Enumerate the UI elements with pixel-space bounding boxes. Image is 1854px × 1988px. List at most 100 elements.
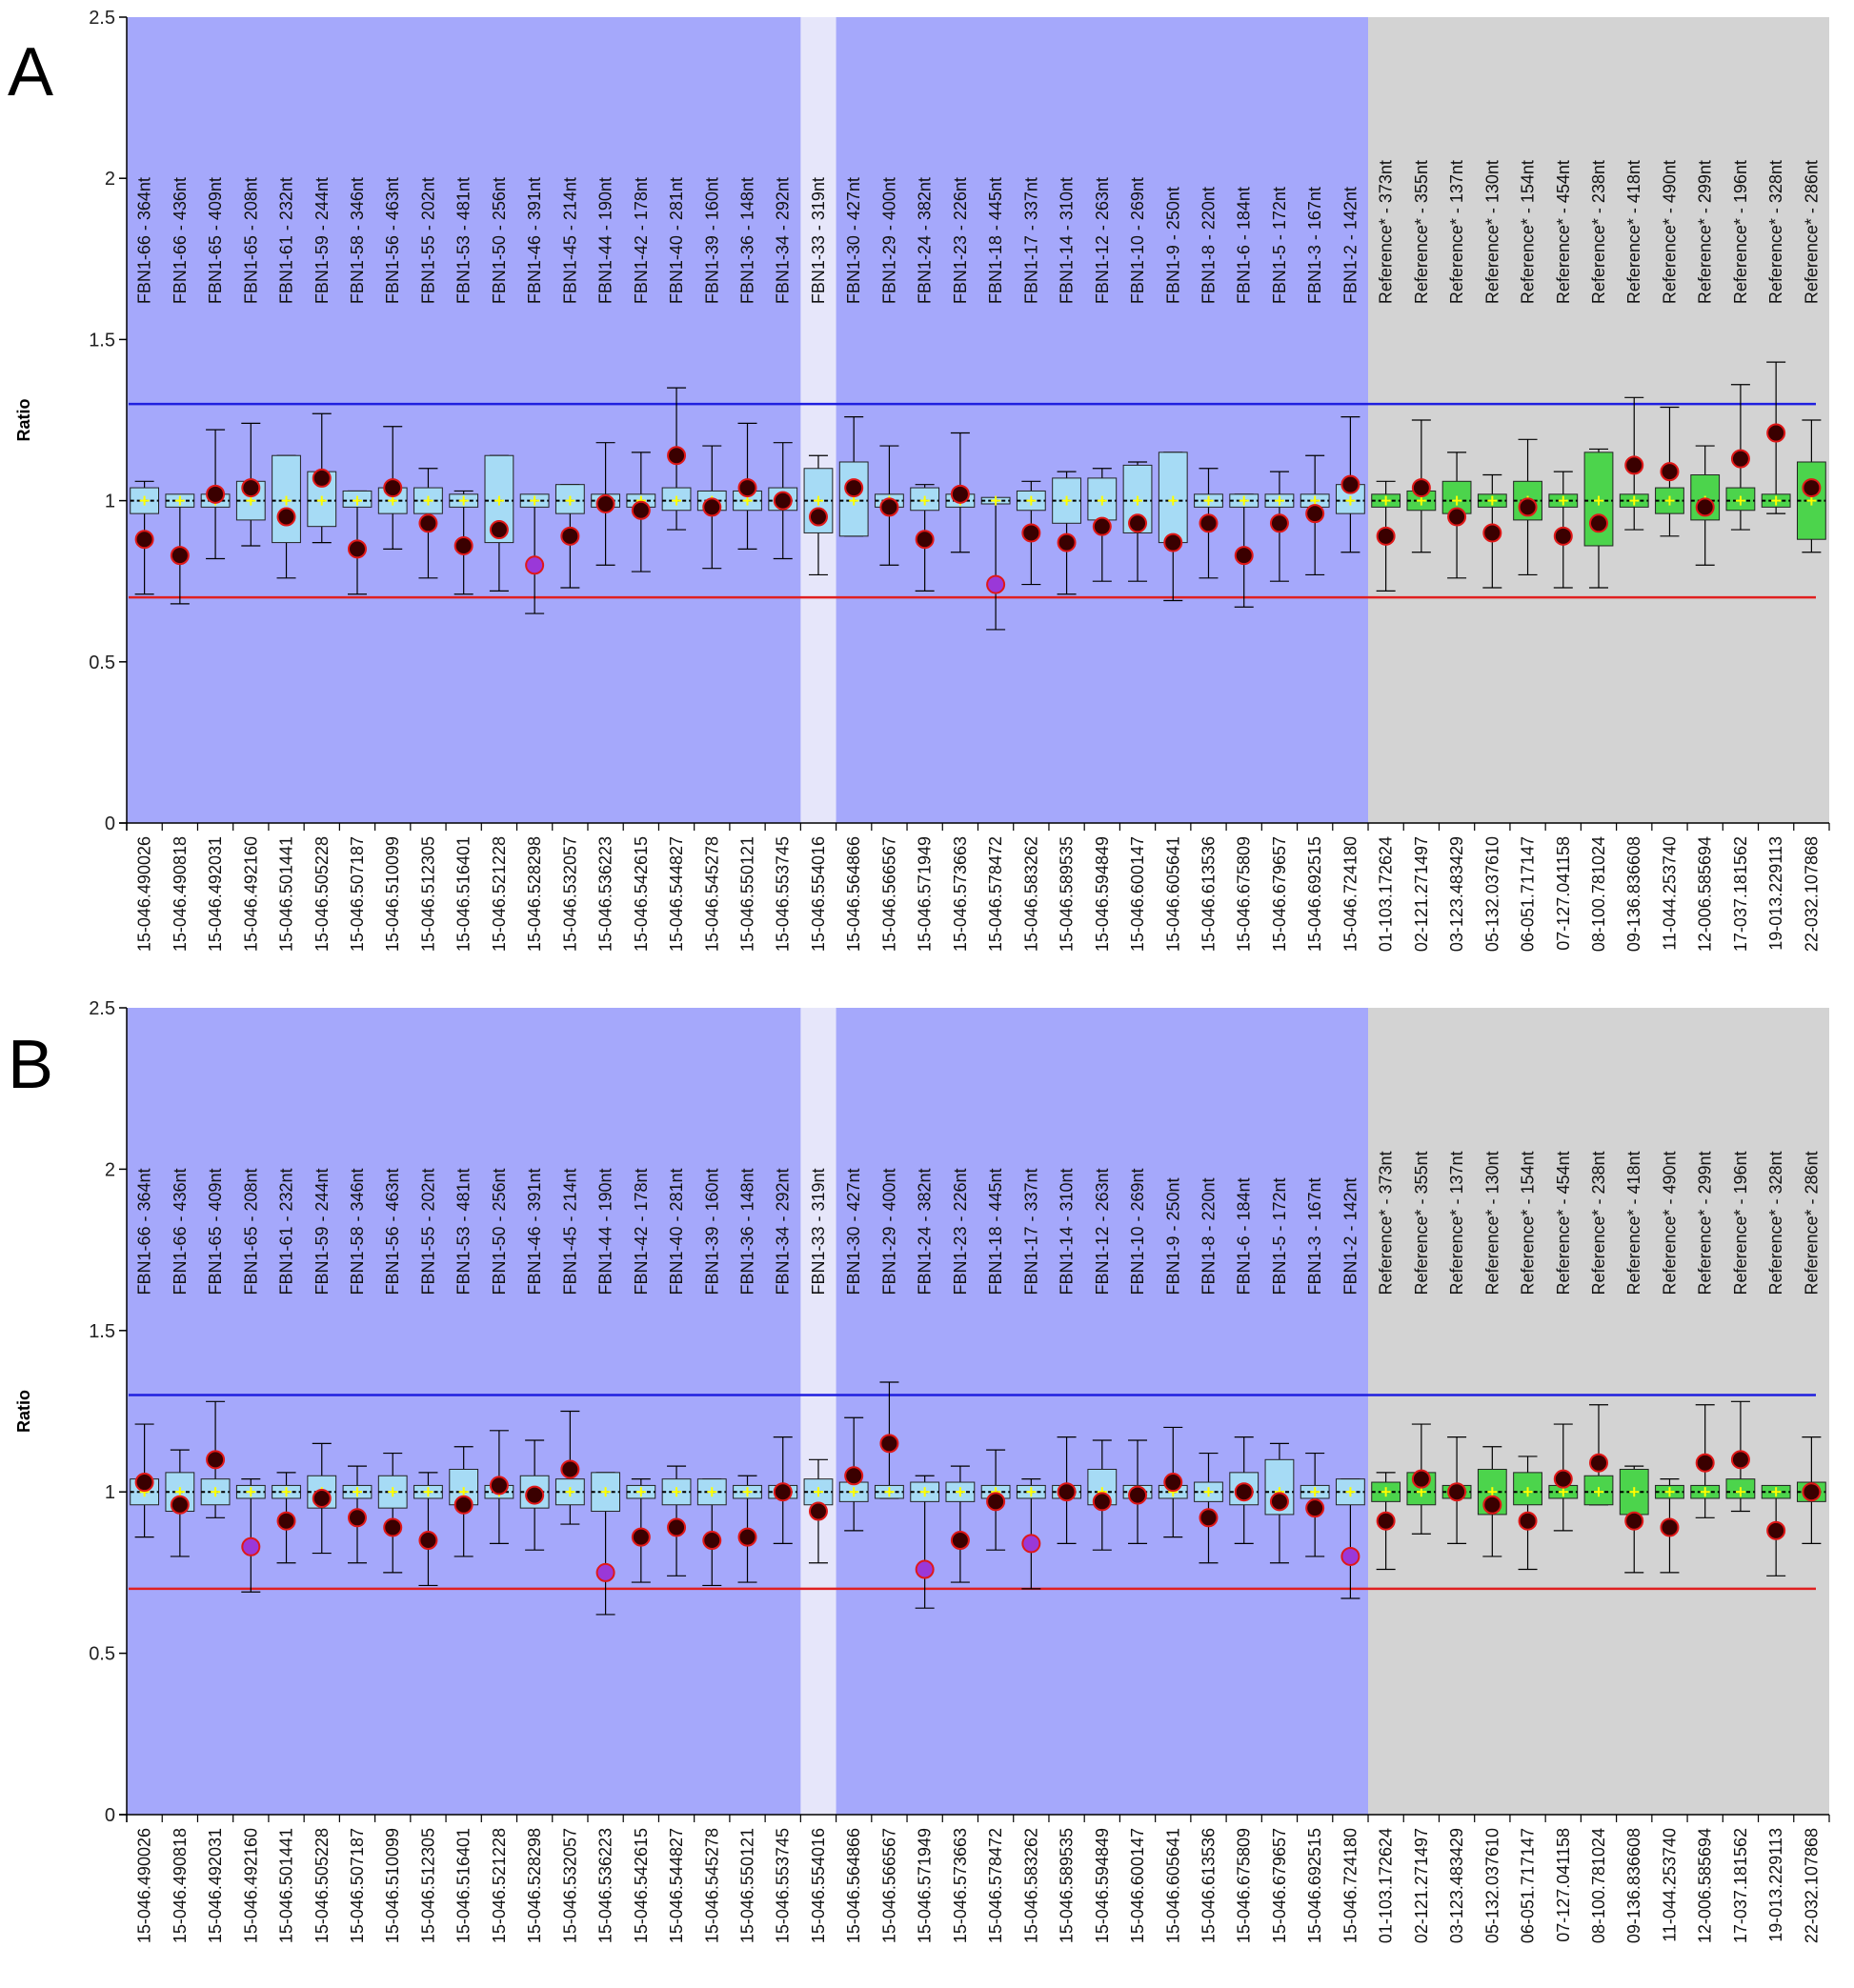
sample-label: 15-046.675809 bbox=[1235, 1828, 1254, 1943]
data-point bbox=[1589, 513, 1609, 533]
data-point bbox=[206, 1450, 226, 1470]
sample-label: 15-046.490026 bbox=[135, 836, 154, 952]
data-point bbox=[241, 478, 261, 498]
data-point bbox=[134, 530, 154, 550]
data-point bbox=[1376, 1511, 1396, 1531]
sample-label: 01-103.172624 bbox=[1377, 836, 1396, 952]
probe-label: FBN1-36 - 148nt bbox=[738, 1168, 757, 1295]
sample-label: 15-046.501441 bbox=[277, 1828, 296, 1943]
sample-label: 07-127.041158 bbox=[1554, 836, 1573, 951]
probe-label: FBN1-44 - 190nt bbox=[596, 1168, 615, 1295]
sample-label: 02-121.271497 bbox=[1412, 836, 1431, 952]
probe-label: FBN1-53 - 481nt bbox=[454, 177, 474, 304]
probe-label: FBN1-58 - 346nt bbox=[348, 177, 367, 304]
probe-label: Reference* - 286nt bbox=[1802, 160, 1821, 304]
data-point bbox=[1482, 1495, 1502, 1515]
sample-label: 15-046.578472 bbox=[986, 836, 1005, 952]
y-tick-label: 2.5 bbox=[89, 998, 115, 1019]
sample-label: 15-046.507187 bbox=[348, 1828, 367, 1943]
data-point bbox=[915, 530, 935, 550]
data-point bbox=[1269, 1492, 1289, 1512]
probe-label: FBN1-36 - 148nt bbox=[738, 177, 757, 304]
probe-label: Reference* - 137nt bbox=[1447, 160, 1466, 304]
probe-label: FBN1-8 - 220nt bbox=[1199, 187, 1218, 304]
sample-label: 11-044.253740 bbox=[1660, 1828, 1679, 1942]
panel-a: 0 0.5 1 1.5 2 2.5 Ratio A FBN1-66 - 364nt FBN1-66… bbox=[8, 8, 1830, 952]
data-point bbox=[1234, 546, 1254, 566]
sample-label: 15-046.536223 bbox=[596, 1828, 615, 1943]
data-point bbox=[453, 1495, 474, 1515]
data-point bbox=[276, 507, 296, 527]
sample-label: 15-046.613536 bbox=[1199, 836, 1218, 952]
probe-label: Reference* - 196nt bbox=[1731, 1151, 1750, 1295]
probe-label: FBN1-66 - 364nt bbox=[135, 177, 154, 304]
data-point bbox=[489, 520, 509, 540]
flagged-data-point bbox=[595, 1562, 615, 1582]
sample-label: 15-046.553745 bbox=[774, 836, 793, 952]
data-point bbox=[879, 497, 899, 517]
sample-label: 02-121.271497 bbox=[1412, 1828, 1431, 1943]
y-tick-label: 2.5 bbox=[89, 8, 115, 29]
data-point bbox=[1553, 526, 1573, 546]
data-point bbox=[1695, 497, 1715, 517]
sample-label: 15-046.512305 bbox=[418, 836, 437, 952]
sample-label: 15-046.679657 bbox=[1270, 1828, 1289, 1943]
data-point bbox=[1163, 532, 1183, 552]
panel-b: 0 0.5 1 1.5 2 2.5 Ratio B FBN1-66 - 364nt FBN1-66… bbox=[8, 998, 1830, 1943]
probe-label: FBN1-66 - 436nt bbox=[171, 177, 190, 304]
sample-label: 15-046.544827 bbox=[667, 836, 686, 952]
probe-label: FBN1-61 - 232nt bbox=[277, 177, 296, 304]
probe-label: Reference* - 328nt bbox=[1766, 1151, 1785, 1295]
probe-label: FBN1-65 - 409nt bbox=[206, 177, 225, 304]
probe-label: Reference* - 299nt bbox=[1696, 1151, 1715, 1295]
y-tick-label: 1.5 bbox=[89, 330, 115, 351]
sample-label: 15-046.505228 bbox=[312, 836, 332, 952]
data-point bbox=[1269, 513, 1289, 533]
sample-label: 19-013.229113 bbox=[1766, 1828, 1785, 1942]
data-point bbox=[1802, 1482, 1822, 1502]
probe-label: FBN1-45 - 214nt bbox=[560, 177, 579, 304]
probe-label: Reference* - 355nt bbox=[1412, 160, 1431, 304]
probe-label: FBN1-53 - 481nt bbox=[454, 1168, 474, 1295]
data-point bbox=[560, 1459, 580, 1479]
y-tick-label: 0.5 bbox=[89, 653, 115, 673]
y-tick-label: 2 bbox=[105, 169, 115, 190]
y-tick-label: 1 bbox=[105, 492, 115, 512]
probe-label: FBN1-24 - 382nt bbox=[916, 1168, 935, 1295]
sample-label: 15-046.594849 bbox=[1093, 1828, 1112, 1943]
probe-label: FBN1-55 - 202nt bbox=[418, 177, 437, 304]
probe-label: FBN1-14 - 310nt bbox=[1058, 177, 1077, 304]
probe-label: FBN1-66 - 364nt bbox=[135, 1168, 154, 1295]
data-point bbox=[1695, 1453, 1715, 1473]
probe-label: FBN1-30 - 427nt bbox=[844, 1168, 863, 1295]
probe-label: FBN1-65 - 208nt bbox=[241, 177, 260, 304]
data-point bbox=[1128, 513, 1148, 533]
probe-label: FBN1-29 - 400nt bbox=[879, 1168, 898, 1295]
sample-label: 15-046.675809 bbox=[1235, 836, 1254, 952]
sample-label: 15-046.554016 bbox=[809, 1828, 828, 1943]
data-point bbox=[1766, 1520, 1786, 1540]
data-point bbox=[667, 446, 687, 466]
highlighted-probe-column bbox=[800, 17, 836, 823]
probe-label: FBN1-55 - 202nt bbox=[418, 1168, 437, 1295]
probe-label: FBN1-17 - 337nt bbox=[1021, 177, 1040, 304]
y-tick-label: 0 bbox=[105, 1805, 115, 1826]
probe-label: FBN1-24 - 382nt bbox=[916, 177, 935, 304]
sample-label: 15-046.553745 bbox=[774, 1828, 793, 1943]
data-point bbox=[312, 1488, 332, 1508]
flagged-data-point bbox=[525, 555, 545, 575]
sample-label: 15-046.564866 bbox=[844, 1828, 863, 1943]
sample-label: 19-013.229113 bbox=[1766, 836, 1785, 951]
sample-label: 22-032.107868 bbox=[1802, 1828, 1821, 1943]
sample-label: 15-046.564866 bbox=[844, 836, 863, 952]
y-tick-label: 0 bbox=[105, 813, 115, 834]
sample-label: 15-046.679657 bbox=[1270, 836, 1289, 952]
sample-label: 15-046.554016 bbox=[809, 836, 828, 952]
data-point bbox=[312, 468, 332, 488]
y-tick-label: 0.5 bbox=[89, 1644, 115, 1665]
data-point bbox=[453, 535, 474, 555]
sample-label: 15-046.542615 bbox=[632, 836, 651, 952]
data-point bbox=[737, 1527, 757, 1547]
data-point bbox=[950, 484, 970, 504]
sample-label: 15-046.600147 bbox=[1128, 836, 1147, 952]
